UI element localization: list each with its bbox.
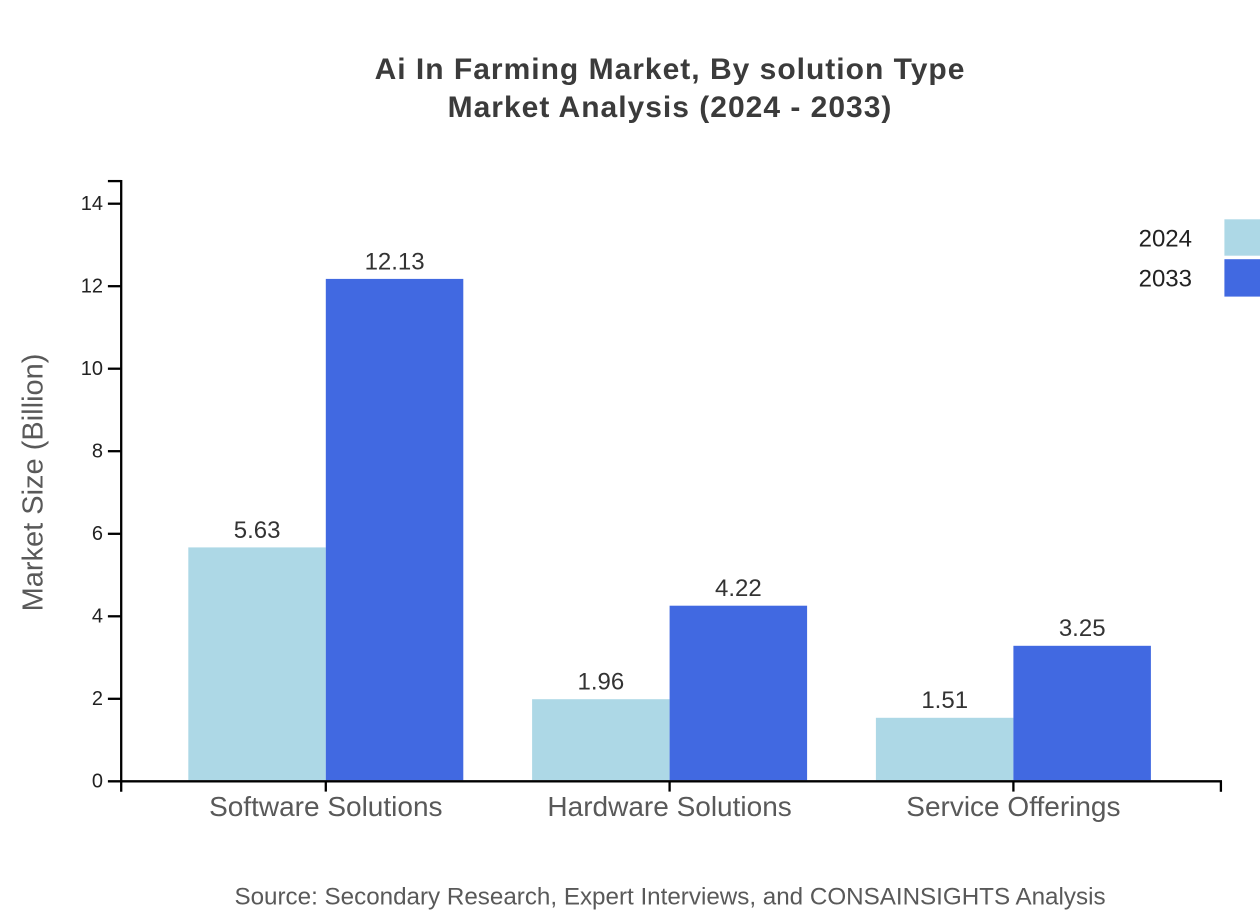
svg-text:8: 8: [92, 441, 103, 463]
svg-text:Software Solutions: Software Solutions: [209, 791, 442, 822]
svg-text:1.51: 1.51: [921, 687, 968, 714]
svg-text:12.13: 12.13: [365, 248, 425, 275]
svg-text:12: 12: [81, 276, 103, 298]
svg-text:Market Analysis (2024 - 2033): Market Analysis (2024 - 2033): [448, 91, 893, 124]
svg-text:5.63: 5.63: [234, 517, 281, 544]
svg-text:3.25: 3.25: [1059, 615, 1106, 642]
svg-text:Source: Secondary Research, Ex: Source: Secondary Research, Expert Inter…: [234, 883, 1105, 910]
svg-text:2033: 2033: [1139, 265, 1192, 292]
svg-text:Service Offerings: Service Offerings: [906, 791, 1120, 822]
svg-text:4.22: 4.22: [715, 575, 762, 602]
svg-text:2024: 2024: [1139, 225, 1192, 252]
svg-text:Market Size (Billion): Market Size (Billion): [18, 354, 50, 612]
svg-text:1.96: 1.96: [578, 669, 625, 696]
svg-text:2: 2: [92, 688, 103, 710]
svg-text:Ai In Farming Market, By solut: Ai In Farming Market, By solution Type: [375, 53, 966, 86]
svg-text:14: 14: [81, 193, 103, 215]
svg-text:6: 6: [92, 523, 103, 545]
svg-text:0: 0: [92, 771, 103, 793]
svg-text:Hardware Solutions: Hardware Solutions: [547, 791, 791, 822]
svg-text:4: 4: [92, 606, 103, 628]
svg-text:10: 10: [81, 358, 103, 380]
